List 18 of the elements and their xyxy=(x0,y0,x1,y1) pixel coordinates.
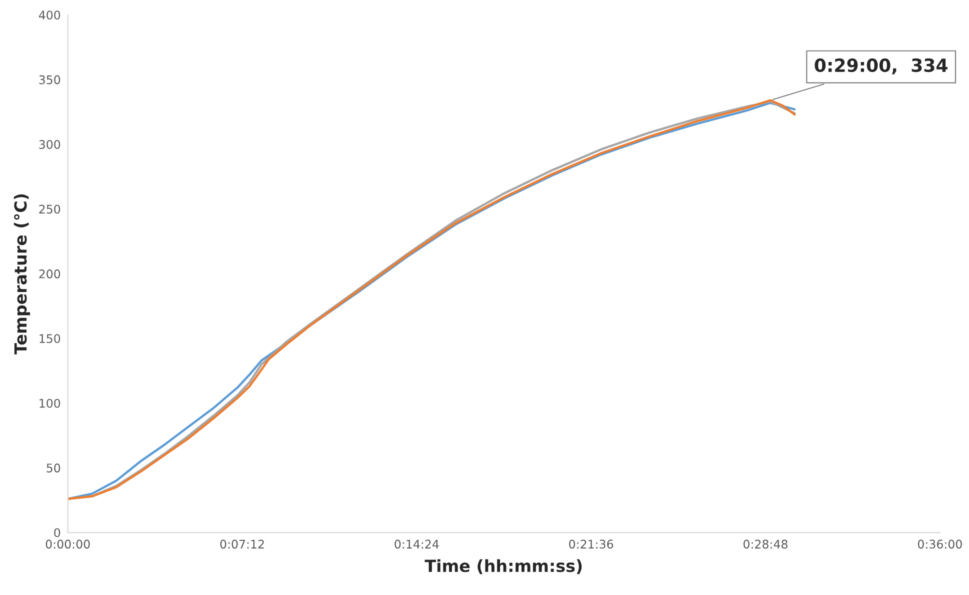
x-tick-label: 0:14:24 xyxy=(394,540,439,549)
y-tick-label: 300 xyxy=(39,140,60,149)
x-tick-label: 0:07:12 xyxy=(220,540,264,549)
y-axis-title: Temperature (°C) xyxy=(14,194,30,354)
y-tick-label: 200 xyxy=(39,269,60,278)
x-tick-label: 0:00:00 xyxy=(46,540,90,549)
y-tick-label: 350 xyxy=(39,75,60,84)
y-tick-label: 400 xyxy=(38,10,60,20)
x-tick-label: 0:36:00 xyxy=(918,540,962,549)
y-tick-label: 150 xyxy=(40,334,60,344)
x-axis-title: Time (hh:mm:ss) xyxy=(424,559,582,574)
x-tick-label: 0:28:48 xyxy=(744,540,788,549)
y-tick-label: 100 xyxy=(40,398,60,408)
y-tick-label: 0 xyxy=(54,528,60,538)
annotation: 0:29:00, 334 xyxy=(814,58,948,74)
x-tick-label: 0:21:36 xyxy=(569,540,614,549)
y-tick-label: 50 xyxy=(46,464,60,472)
y-tick-label: 250 xyxy=(39,204,60,214)
